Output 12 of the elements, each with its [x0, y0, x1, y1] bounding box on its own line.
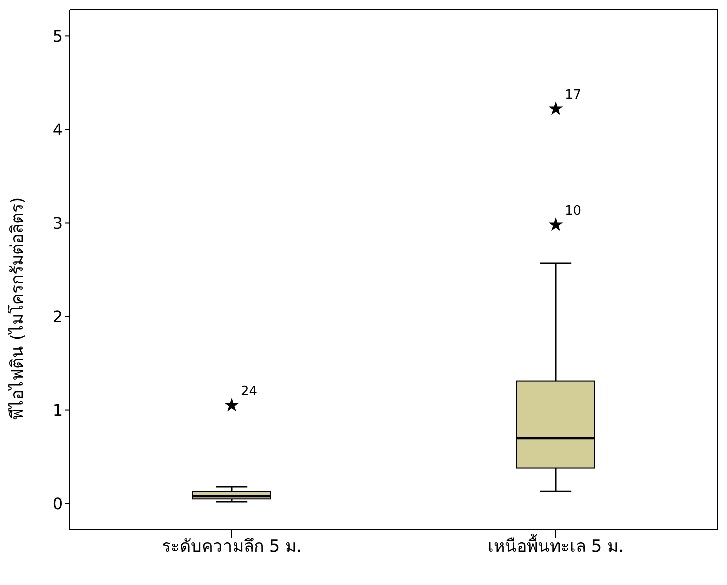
y-tick-label: 5: [52, 26, 63, 46]
y-tick-label: 4: [52, 120, 63, 140]
y-axis-title: พีไอไฟติน (ไมโครกรัมต่อลิตร): [7, 197, 28, 420]
y-tick-label: 2: [52, 307, 63, 326]
x-tick-label: เหนือพื้นทะเล 5 ม.: [488, 534, 624, 558]
y-tick-label: 1: [52, 400, 63, 420]
annotation: 10: [565, 204, 582, 220]
annotation: 24: [241, 384, 258, 400]
y-tick-label: 3: [52, 214, 63, 233]
x-tick-label: ระดับความลึก 5 ม.: [162, 537, 302, 558]
y-tick-label: 0: [52, 494, 63, 514]
annotation: 17: [565, 88, 582, 104]
